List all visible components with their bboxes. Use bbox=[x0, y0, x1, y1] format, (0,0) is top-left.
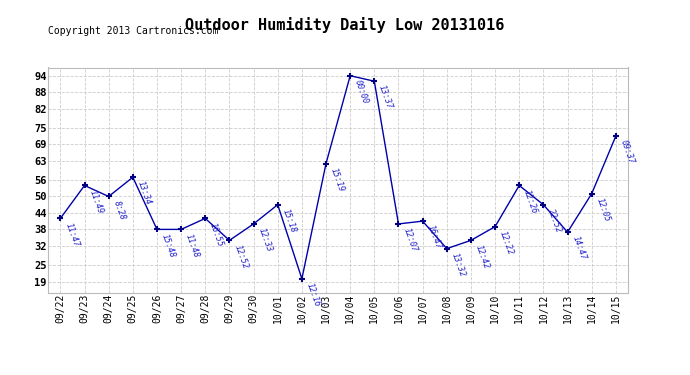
Text: 00:00: 00:00 bbox=[353, 78, 370, 105]
Text: 13:32: 13:32 bbox=[450, 251, 466, 278]
Text: 13:34: 13:34 bbox=[136, 180, 152, 207]
Text: 12:52: 12:52 bbox=[233, 243, 249, 270]
Text: 22:52: 22:52 bbox=[546, 207, 563, 234]
Text: 12:33: 12:33 bbox=[257, 226, 273, 253]
Text: 8:28: 8:28 bbox=[112, 199, 127, 221]
Text: 16:55: 16:55 bbox=[208, 221, 225, 248]
Text: 12:16: 12:16 bbox=[305, 282, 322, 308]
Text: Outdoor Humidity Daily Low 20131016: Outdoor Humidity Daily Low 20131016 bbox=[186, 17, 504, 33]
Text: 14:47: 14:47 bbox=[571, 235, 587, 261]
Text: 15:48: 15:48 bbox=[160, 232, 177, 259]
Text: Humidity  (%): Humidity (%) bbox=[538, 29, 618, 39]
Text: 16:47: 16:47 bbox=[426, 224, 442, 251]
Text: 13:37: 13:37 bbox=[377, 84, 394, 111]
Text: 09:37: 09:37 bbox=[619, 139, 635, 165]
Text: 12:42: 12:42 bbox=[474, 243, 491, 270]
Text: 15:18: 15:18 bbox=[281, 207, 297, 234]
Text: 11:49: 11:49 bbox=[88, 188, 104, 215]
Text: 11:48: 11:48 bbox=[184, 232, 201, 259]
Text: Copyright 2013 Cartronics.com: Copyright 2013 Cartronics.com bbox=[48, 26, 219, 36]
Text: 12:26: 12:26 bbox=[522, 188, 539, 215]
Text: 12:07: 12:07 bbox=[402, 226, 418, 253]
Text: 11:47: 11:47 bbox=[63, 221, 80, 248]
Text: 12:22: 12:22 bbox=[498, 230, 515, 256]
Text: 15:19: 15:19 bbox=[329, 166, 346, 193]
Text: 12:05: 12:05 bbox=[595, 196, 611, 223]
